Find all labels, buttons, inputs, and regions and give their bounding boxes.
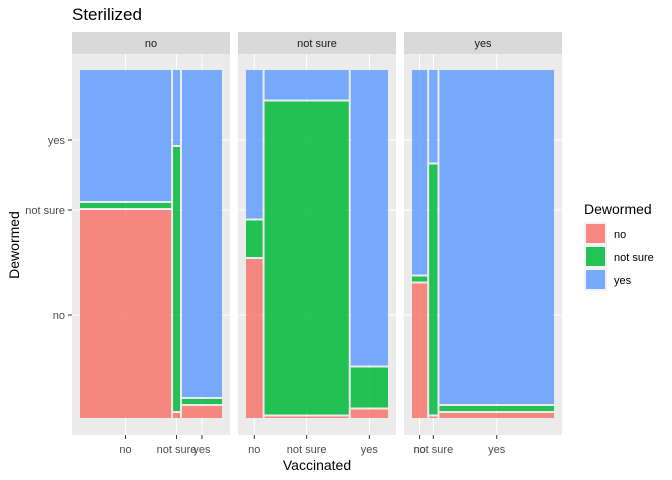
- tile-yes-not-sure-yes: [429, 70, 438, 163]
- x-tick-label: no: [413, 444, 425, 456]
- tile-yes-yes-no: [439, 413, 554, 418]
- tile-not-sure-yes-yes: [350, 70, 388, 366]
- x-tick-label: not sure: [413, 444, 453, 456]
- tile-yes-yes-yes: [439, 70, 554, 404]
- facet-strip: [404, 32, 562, 54]
- tile-yes-yes-not-sure: [439, 406, 554, 411]
- tile-yes-no-yes: [412, 70, 428, 275]
- tile-not-sure-not-sure-yes: [264, 70, 349, 100]
- tile-no-no-not-sure: [80, 203, 172, 208]
- legend-item-not-sure: not sure: [584, 245, 654, 268]
- x-tick-label: yes: [193, 444, 211, 456]
- facet-panel-yes: yes: [404, 32, 562, 435]
- legend-label: not sure: [614, 252, 654, 264]
- mosaic-tiles: [80, 70, 222, 418]
- tile-yes-not-sure-not-sure: [429, 164, 438, 415]
- legend-item-no: no: [584, 222, 626, 245]
- facet-panel-no: no: [72, 32, 230, 435]
- facet-strip-label: no: [145, 38, 157, 50]
- facet-strip: [238, 32, 396, 54]
- legend-label: yes: [614, 275, 632, 287]
- y-tick-label: yes: [48, 135, 66, 147]
- legend-swatch: [586, 270, 605, 289]
- tile-yes-no-no: [412, 283, 428, 418]
- tile-no-yes-not-sure: [181, 399, 222, 404]
- facet-panels: no not sure yes: [72, 32, 562, 435]
- tile-yes-not-sure-no: [429, 416, 438, 418]
- tile-no-not-sure-no: [173, 413, 180, 418]
- y-tick-label: no: [53, 310, 65, 322]
- x-tick-label: not sure: [287, 444, 327, 456]
- x-tick-label: no: [119, 444, 131, 456]
- tile-not-sure-no-no: [246, 259, 263, 418]
- tile-no-no-yes: [80, 70, 172, 201]
- facet-strip-label: not sure: [297, 38, 337, 50]
- mosaic-tiles: [412, 70, 554, 418]
- x-tick-label: yes: [361, 444, 379, 456]
- tile-not-sure-no-not-sure: [246, 220, 263, 257]
- y-axis-title: Dewormed: [6, 211, 22, 279]
- tile-no-no-no: [80, 210, 172, 418]
- legend-title: Dewormed: [584, 201, 652, 217]
- tile-not-sure-yes-not-sure: [350, 367, 388, 408]
- y-tick-label: not sure: [25, 205, 65, 217]
- legend-item-yes: yes: [584, 268, 632, 291]
- tile-not-sure-not-sure-no: [264, 416, 349, 418]
- facet-panel-not-sure: not sure: [238, 32, 396, 435]
- tile-not-sure-not-sure-not-sure: [264, 101, 349, 415]
- x-tick-label: yes: [488, 444, 506, 456]
- tile-no-yes-yes: [181, 70, 222, 397]
- x-tick-label: not sure: [157, 444, 197, 456]
- tile-no-not-sure-not-sure: [173, 147, 180, 411]
- mosaic-tiles: [246, 70, 388, 418]
- legend-label: no: [614, 229, 626, 241]
- tile-no-not-sure-yes: [173, 70, 180, 145]
- facet-strip-label: yes: [474, 38, 492, 50]
- y-axis: no not sure yes: [25, 135, 72, 322]
- tile-not-sure-yes-no: [350, 409, 388, 418]
- facet-strip: [72, 32, 230, 54]
- x-tick-label: no: [248, 444, 260, 456]
- chart-title: Sterilized: [72, 5, 142, 24]
- tile-no-yes-no: [181, 406, 222, 418]
- legend-swatch: [586, 247, 605, 266]
- legend-swatch: [586, 224, 605, 243]
- tile-yes-no-not-sure: [412, 276, 428, 282]
- legend: Dewormed no not sure yes: [584, 201, 654, 291]
- x-axis-title: Vaccinated: [283, 457, 351, 473]
- tile-not-sure-no-yes: [246, 70, 263, 219]
